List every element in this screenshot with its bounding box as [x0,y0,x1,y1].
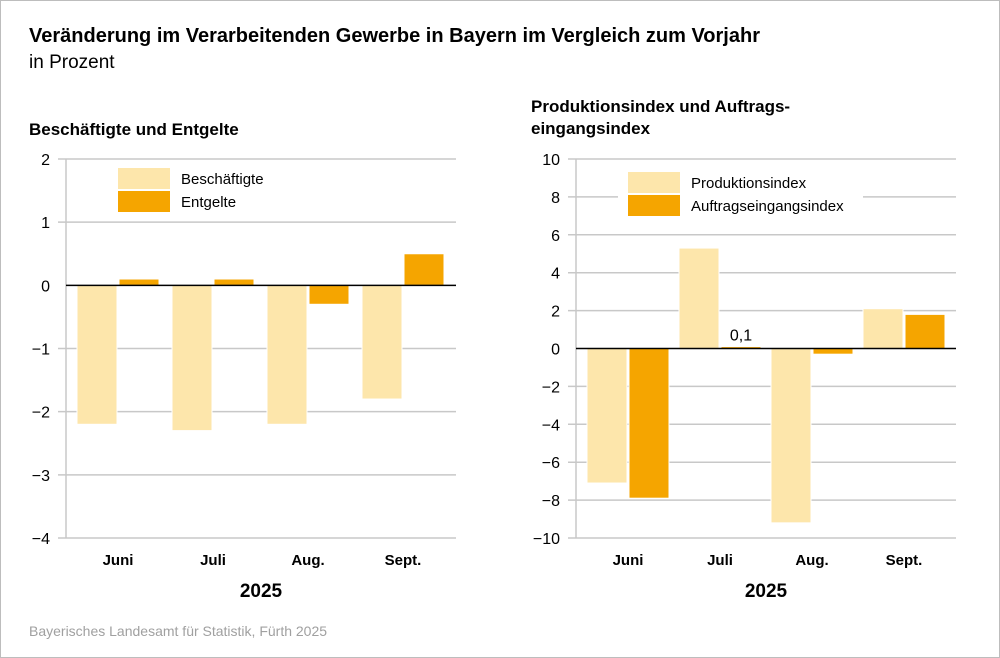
y-tick-label: 1 [41,215,50,232]
y-tick-label: −1 [32,342,50,359]
y-tick-label: 8 [551,190,560,207]
y-tick-label: −10 [533,531,560,548]
x-tick-label: Juni [613,552,644,569]
bar-entgelte-aug [308,284,350,305]
bar-entgelte-juli [213,278,255,286]
x-tick-label: Aug. [795,552,828,569]
x-axis-label: 2025 [240,581,283,602]
y-tick-label: −6 [542,455,560,472]
y-tick-label: −4 [32,531,50,548]
legend-swatch [628,172,680,193]
bar-entgelte-juni [118,278,160,286]
bar-entgelte-sept [403,253,445,286]
legend-swatch [628,195,680,216]
legend-label: Produktionsindex [691,175,807,192]
bar-beschäftigte-juli [171,284,213,432]
figure-title: Veränderung im Verarbeitenden Gewerbe in… [29,25,760,47]
figure-subtitle: in Prozent [29,52,115,73]
data-label: 0,1 [730,328,752,345]
legend-label: Beschäftigte [181,171,264,188]
bar-produktionsindex-juni [586,348,628,484]
y-tick-label: −4 [542,417,560,434]
x-tick-label: Juli [200,552,226,569]
right-chart-title-line2: eingangsindex [531,119,651,138]
y-tick-label: 0 [551,342,560,359]
left-chart-title: Beschäftigte und Entgelte [29,120,239,139]
x-tick-label: Sept. [385,552,422,569]
legend-swatch [118,191,170,212]
y-tick-label: 2 [551,304,560,321]
bar-auftragseingangsindex-sept [904,313,946,350]
bar-produktionsindex-sept [862,308,904,349]
right-chart-title: Produktionsindex und Auftrags- eingangsi… [531,96,790,140]
y-tick-label: 2 [41,152,50,169]
x-tick-label: Juli [707,552,733,569]
y-tick-label: −2 [32,405,50,422]
y-tick-label: 10 [542,152,560,169]
legend-label: Auftragseingangsindex [691,198,844,215]
y-tick-label: −2 [542,379,560,396]
y-tick-label: −3 [32,468,50,485]
y-tick-label: 4 [551,266,560,283]
legend-label: Entgelte [181,194,236,211]
source-note: Bayerisches Landesamt für Statistik, Für… [29,623,328,639]
bar-beschäftigte-aug [266,284,308,425]
legend-swatch [118,168,170,189]
y-tick-label: 6 [551,228,560,245]
bar-beschäftigte-sept [361,284,403,400]
x-tick-label: Sept. [886,552,923,569]
bar-auftragseingangsindex-aug [812,348,854,355]
bar-produktionsindex-aug [770,348,812,524]
y-tick-label: −8 [542,493,560,510]
bar-produktionsindex-juli [678,247,720,349]
x-axis-label: 2025 [745,581,788,602]
bar-auftragseingangsindex-juni [628,348,670,499]
y-tick-label: 0 [41,278,50,295]
x-tick-label: Aug. [291,552,324,569]
right-chart-title-line1: Produktionsindex und Auftrags- [531,97,791,116]
bar-beschäftigte-juni [76,284,118,425]
x-tick-label: Juni [103,552,134,569]
